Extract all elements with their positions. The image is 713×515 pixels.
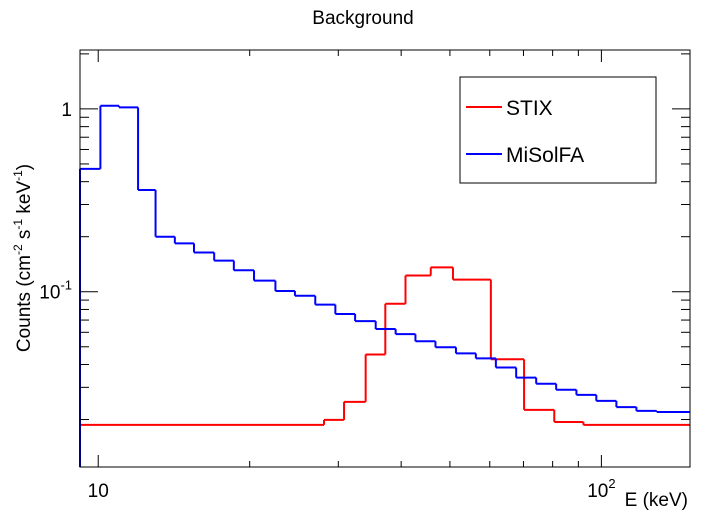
y-label-text: keV xyxy=(14,181,35,219)
tick-label: 102 xyxy=(587,476,615,502)
legend-label: MiSolFA xyxy=(506,144,584,167)
y-label-exponent: -1 xyxy=(11,170,25,181)
y-label-text: Counts (cm xyxy=(14,255,35,352)
plot-frame xyxy=(79,49,691,468)
tick-label-exponent: -1 xyxy=(60,278,72,293)
tick-label-base: 10 xyxy=(587,481,608,502)
tick-label: 10-1 xyxy=(39,278,72,304)
tick-label: 1 xyxy=(61,100,72,121)
y-label-text: ) xyxy=(14,164,35,170)
tick-label-base: 10 xyxy=(39,283,60,304)
legend-box xyxy=(459,76,657,184)
chart-title: Background xyxy=(312,8,413,29)
tick-label: 10 xyxy=(88,481,109,502)
y-label-text: s xyxy=(14,230,35,245)
y-axis-label: Counts (cm-2 s-1 keV-1) xyxy=(11,164,35,352)
y-label-exponent: -1 xyxy=(11,219,25,230)
y-label-exponent: -2 xyxy=(11,244,25,255)
x-axis-label: E (keV) xyxy=(625,490,688,511)
legend-label: STIX xyxy=(506,97,553,120)
tick-label-exponent: 2 xyxy=(608,476,615,491)
